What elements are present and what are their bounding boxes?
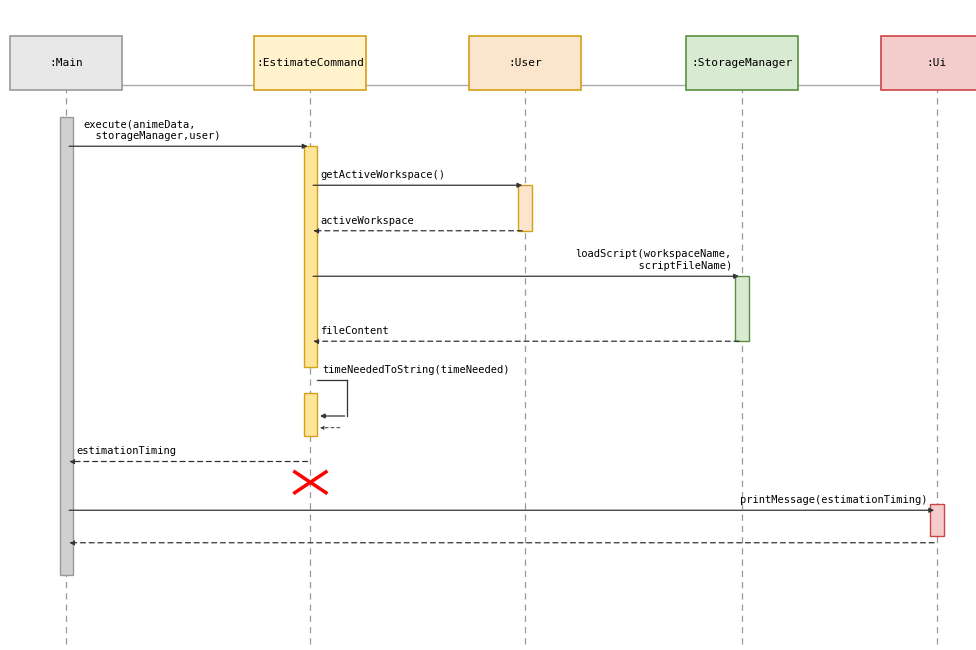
Text: :EstimateCommand: :EstimateCommand [257,58,364,68]
Bar [304,146,317,367]
Bar [880,36,976,90]
Bar [60,117,73,575]
Bar [735,276,749,341]
Text: :Main: :Main [50,58,83,68]
Text: :Ui: :Ui [927,58,947,68]
Bar [11,36,123,90]
Text: timeNeededToString(timeNeeded): timeNeededToString(timeNeeded) [322,365,509,375]
Bar [685,36,798,90]
Bar [930,504,944,536]
Bar [469,36,582,90]
Text: :User: :User [508,58,542,68]
Bar [518,185,532,231]
Bar [254,36,367,90]
Text: execute(animeData,
  storageManager,user): execute(animeData, storageManager,user) [83,120,221,141]
Text: estimationTiming: estimationTiming [76,447,176,456]
Text: loadScript(workspaceName,
              scriptFileName): loadScript(workspaceName, scriptFileName… [550,250,732,271]
Text: :StorageManager: :StorageManager [691,58,793,68]
Text: activeWorkspace: activeWorkspace [320,216,414,226]
Text: fileContent: fileContent [320,326,388,336]
Text: getActiveWorkspace(): getActiveWorkspace() [320,170,445,180]
Text: printMessage(estimationTiming): printMessage(estimationTiming) [740,495,927,505]
Bar [304,393,317,436]
